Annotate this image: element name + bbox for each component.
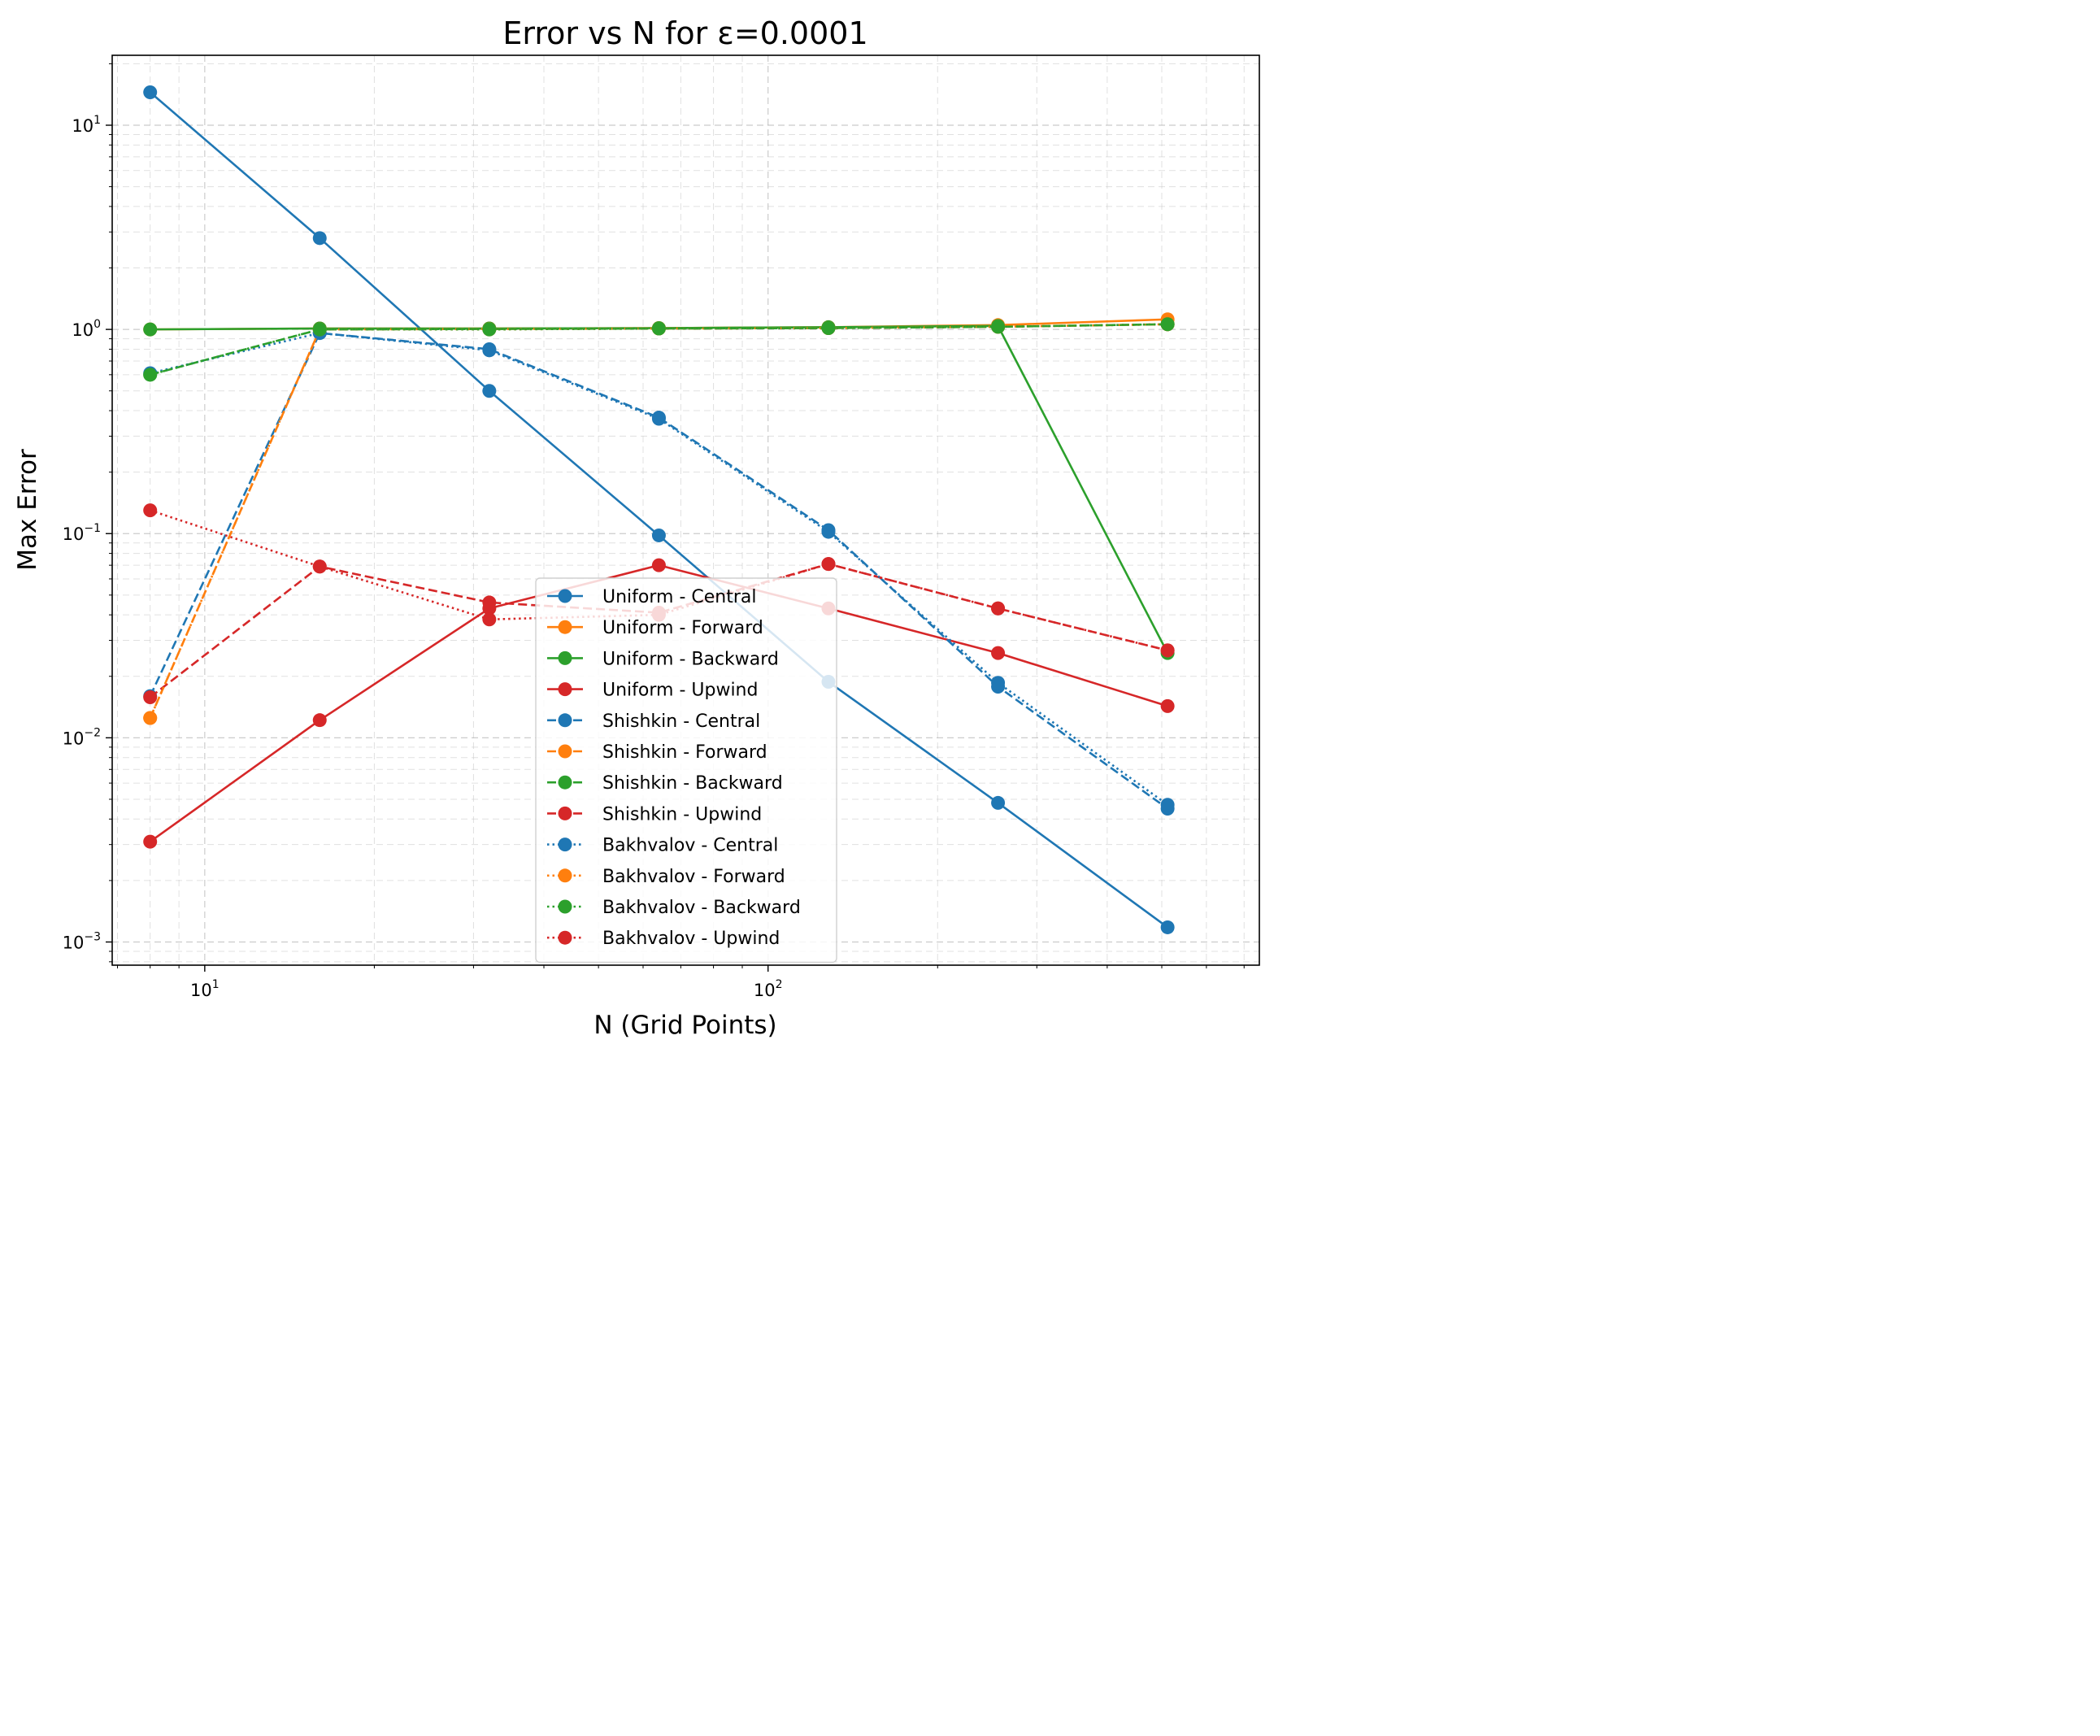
data-point <box>1160 698 1175 713</box>
legend-label: Shishkin - Forward <box>602 742 767 763</box>
data-point <box>1160 317 1175 332</box>
data-point <box>1160 920 1175 934</box>
legend-marker <box>558 930 572 945</box>
legend-item: Bakhvalov - Backward <box>547 898 801 918</box>
y-tick-label: 101 <box>72 114 101 136</box>
legend-marker <box>558 589 572 603</box>
data-point <box>312 559 327 574</box>
data-point <box>651 558 666 572</box>
legend-marker <box>558 620 572 634</box>
legend-label: Bakhvalov - Forward <box>602 867 785 887</box>
chart: Error vs N for ε=0.0001 N (Grid Points) … <box>0 0 1274 1053</box>
legend-label: Uniform - Central <box>602 587 756 607</box>
legend-item: Bakhvalov - Upwind <box>547 929 780 949</box>
legend-label: Uniform - Upwind <box>602 681 758 701</box>
legend-marker <box>558 744 572 759</box>
data-point <box>991 676 1006 690</box>
chart-title: Error vs N for ε=0.0001 <box>502 15 867 51</box>
legend-label: Bakhvalov - Central <box>602 836 778 856</box>
data-point <box>143 834 158 849</box>
legend-item: Uniform - Forward <box>547 618 763 638</box>
legend-label: Shishkin - Central <box>602 711 760 732</box>
x-tick-label: 101 <box>190 978 220 1000</box>
legend-label: Bakhvalov - Backward <box>602 898 801 918</box>
legend-item: Uniform - Upwind <box>547 681 758 701</box>
data-point <box>143 711 158 725</box>
data-point <box>1160 643 1175 658</box>
data-point <box>482 612 497 627</box>
data-point <box>143 503 158 518</box>
data-point <box>143 85 158 99</box>
legend-item: Bakhvalov - Central <box>547 836 778 856</box>
legend-marker <box>558 650 572 665</box>
legend-marker <box>558 868 572 883</box>
legend-marker <box>558 775 572 790</box>
data-point <box>1160 798 1175 812</box>
data-point <box>143 690 158 704</box>
data-point <box>651 321 666 336</box>
data-point <box>312 322 327 337</box>
data-point <box>651 411 666 426</box>
legend-marker <box>558 682 572 697</box>
y-tick-label: 10−2 <box>63 726 101 748</box>
x-tick-label: 102 <box>754 978 783 1000</box>
legend-label: Shishkin - Upwind <box>602 804 762 824</box>
legend-label: Shishkin - Backward <box>602 773 783 794</box>
legend-item: Shishkin - Central <box>547 711 760 732</box>
series-11 <box>143 317 1175 382</box>
legend-item: Shishkin - Forward <box>547 742 767 763</box>
data-point <box>821 557 836 572</box>
x-axis-label: N (Grid Points) <box>593 1011 776 1040</box>
ticks: 101 102 10−3 10−2 10−1 100 101 <box>63 63 1245 1000</box>
data-point <box>312 231 327 246</box>
data-point <box>143 322 158 337</box>
series-layer <box>143 85 1175 934</box>
data-point <box>991 795 1006 810</box>
plot-frame <box>111 54 1260 966</box>
legend-box <box>535 577 837 964</box>
legend: Uniform - Central Uniform - Forward Unifor… <box>535 577 837 964</box>
legend-item: Shishkin - Backward <box>547 773 783 794</box>
data-point <box>312 713 327 728</box>
data-point <box>991 646 1006 660</box>
legend-label: Uniform - Forward <box>602 618 763 638</box>
legend-marker <box>558 899 572 914</box>
data-point <box>821 524 836 539</box>
legend-marker <box>558 838 572 852</box>
data-point <box>991 601 1006 616</box>
data-point <box>991 320 1006 334</box>
data-point <box>821 320 836 335</box>
data-point <box>482 322 497 337</box>
legend-label: Uniform - Backward <box>602 649 779 669</box>
data-point <box>651 528 666 542</box>
legend-label: Bakhvalov - Upwind <box>602 929 780 949</box>
data-point <box>482 384 497 398</box>
legend-marker <box>558 806 572 820</box>
y-tick-label: 100 <box>72 318 101 340</box>
data-point <box>482 343 497 358</box>
series-4 <box>143 558 1175 849</box>
legend-item: Uniform - Backward <box>547 649 779 669</box>
y-tick-label: 10−1 <box>63 522 101 544</box>
data-point <box>482 595 497 610</box>
legend-item: Shishkin - Upwind <box>547 804 762 824</box>
legend-item: Uniform - Central <box>547 587 756 607</box>
data-point <box>143 368 158 382</box>
y-axis-label: Max Error <box>13 449 42 571</box>
y-tick-label: 10−3 <box>63 930 101 952</box>
legend-marker <box>558 713 572 728</box>
chart-svg: Error vs N for ε=0.0001 N (Grid Points) … <box>13 15 1260 1040</box>
legend-item: Bakhvalov - Forward <box>547 867 785 887</box>
